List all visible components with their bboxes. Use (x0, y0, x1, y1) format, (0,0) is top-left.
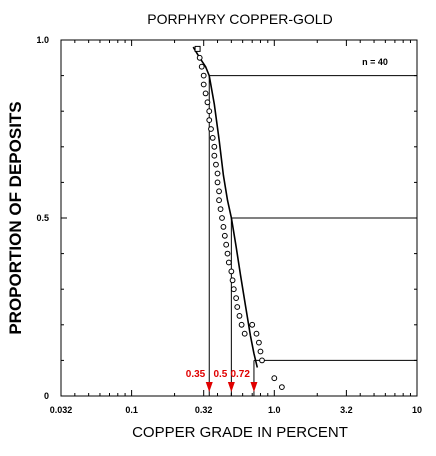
data-point (256, 339, 262, 346)
data-point (220, 224, 227, 230)
data-point (202, 90, 209, 97)
percentile-arrow (205, 382, 213, 392)
y-axis-title: PROPORTION OF DEPOSITS (6, 101, 25, 334)
percentile-label: 0.35 (186, 369, 206, 380)
data-point (217, 206, 224, 213)
data-point (209, 135, 216, 141)
data-point (241, 330, 248, 337)
data-point (216, 197, 222, 204)
data-point (257, 348, 264, 355)
data-point (194, 45, 201, 52)
data-point (259, 357, 265, 364)
data-point (223, 241, 230, 248)
data-point (228, 268, 235, 275)
data-point (196, 54, 203, 61)
data-point (214, 170, 221, 177)
data-point (198, 63, 205, 70)
fitted-curve (192, 46, 259, 368)
data-point (234, 304, 241, 310)
data-point (213, 161, 219, 168)
data-point (271, 375, 278, 382)
x-tick-label: 10 (412, 405, 422, 415)
x-tick-label: 0.032 (50, 405, 73, 415)
data-point (211, 152, 218, 159)
data-point (236, 313, 243, 319)
y-tick-label: 0 (44, 391, 49, 401)
data-point (211, 143, 218, 150)
x-tick-label: 3.2 (340, 405, 353, 415)
x-axis-title: COPPER GRADE IN PERCENT (132, 424, 348, 441)
data-point (249, 321, 256, 328)
percentile-arrow (250, 382, 258, 392)
data-point (208, 126, 214, 132)
data-point (224, 250, 231, 257)
data-point (233, 295, 240, 302)
data-point (278, 384, 285, 391)
percentile-label: 0.5 (213, 369, 227, 380)
percentile-label: 0.72 (230, 369, 250, 380)
data-point (206, 117, 213, 123)
y-tick-label: 1.0 (36, 35, 49, 45)
data-point (230, 286, 237, 293)
data-point (204, 99, 211, 106)
data-point (238, 321, 245, 328)
chart-title: PORPHYRY COPPER-GOLD (147, 11, 332, 27)
x-tick-label: 0.1 (125, 405, 138, 415)
data-point (253, 330, 260, 337)
data-point (200, 72, 207, 79)
data-point (216, 188, 222, 195)
data-point (214, 179, 221, 186)
data-point (206, 108, 213, 115)
x-tick-label: 1.0 (268, 405, 281, 415)
y-tick-label: 0.5 (36, 213, 49, 223)
data-point (221, 232, 228, 239)
x-tick-label: 0.32 (195, 405, 213, 415)
data-point (219, 215, 225, 221)
data-point (229, 277, 236, 284)
data-point (200, 81, 207, 88)
sample-count-note: n = 40 (362, 57, 388, 67)
percentile-arrow (227, 382, 235, 392)
data-point (225, 259, 232, 266)
